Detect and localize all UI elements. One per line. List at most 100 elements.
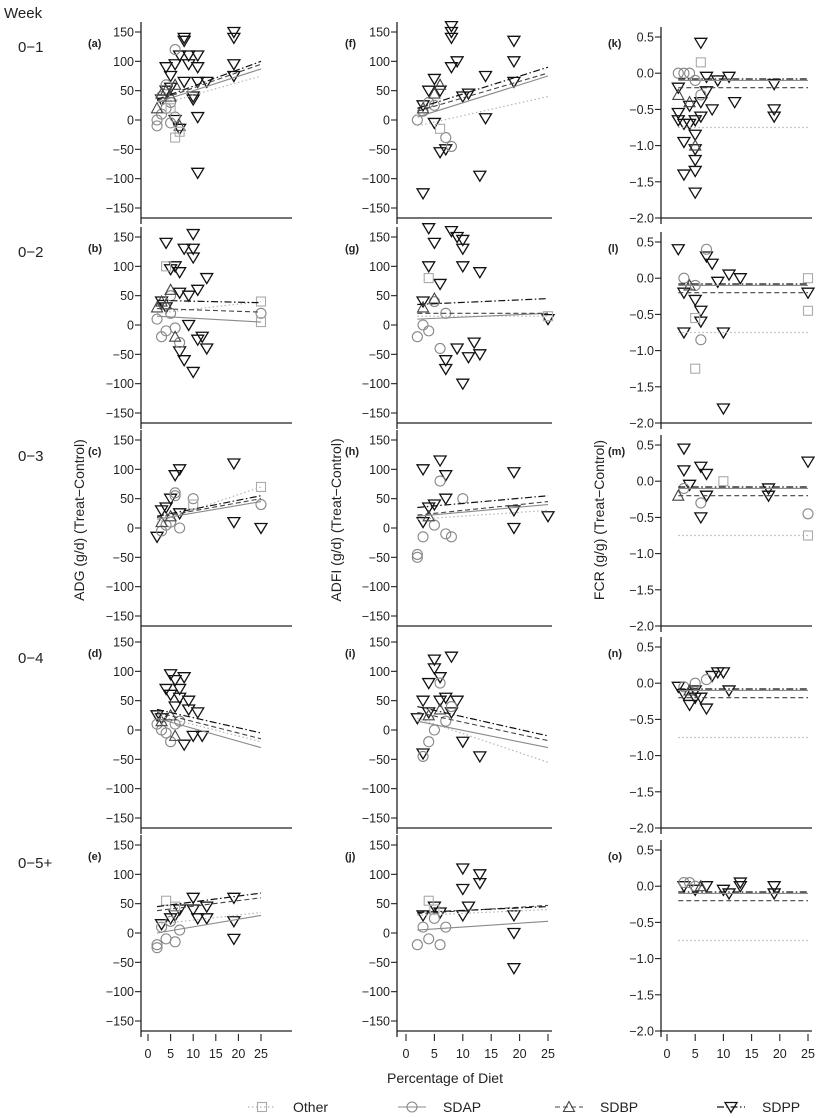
data-point-sdpp bbox=[427, 117, 442, 130]
y-tick-label: −150 bbox=[362, 407, 390, 421]
data-point-sdbp bbox=[155, 515, 168, 528]
panel-label: (a) bbox=[88, 38, 102, 50]
data-point-sdpp bbox=[676, 465, 692, 478]
data-point-sdap bbox=[160, 933, 172, 945]
data-point-sdpp bbox=[506, 927, 522, 940]
data-point-sdpp bbox=[432, 695, 448, 708]
panel-label: (n) bbox=[608, 648, 622, 660]
x-tick-label: 10 bbox=[456, 1047, 470, 1061]
regression-line-sdbp bbox=[156, 711, 262, 740]
data-point-sdap bbox=[151, 313, 163, 325]
data-point-sdpp bbox=[682, 118, 697, 131]
data-point-sdbp bbox=[433, 702, 447, 715]
y-tick-label: 0.5 bbox=[637, 439, 654, 453]
x-tick-label: 0 bbox=[664, 1047, 671, 1061]
data-point-sdpp bbox=[432, 278, 448, 291]
data-point-sdpp bbox=[438, 493, 453, 506]
y-tick-label: −150 bbox=[106, 610, 134, 624]
regression-line-sdap bbox=[156, 68, 262, 103]
x-tick-label: 25 bbox=[254, 1047, 268, 1061]
regression-line-sdap bbox=[156, 501, 262, 520]
regression-line-sdpp bbox=[156, 60, 262, 101]
data-point-sdpp bbox=[190, 167, 205, 180]
data-point-sdpp bbox=[693, 97, 708, 109]
y-tick-label: 0.0 bbox=[637, 475, 654, 489]
y-tick-label: 0 bbox=[383, 927, 390, 941]
data-point-sdpp bbox=[688, 294, 703, 307]
data-point-sdap bbox=[151, 942, 163, 954]
data-point-sdpp bbox=[186, 94, 201, 107]
y-tick-label: 100 bbox=[113, 665, 134, 679]
data-point-sdap bbox=[689, 880, 701, 892]
data-point-sdpp bbox=[671, 681, 686, 694]
row-label-week: 0−1 bbox=[18, 39, 43, 56]
data-point-sdpp bbox=[676, 169, 692, 182]
regression-line-other bbox=[417, 908, 549, 916]
data-point-sdbp bbox=[150, 101, 164, 114]
data-point-other bbox=[255, 481, 267, 492]
regression-line-sdpp bbox=[417, 66, 549, 109]
y-tick-label: −50 bbox=[113, 348, 134, 362]
data-point-sdpp bbox=[427, 499, 442, 512]
data-point-sdpp bbox=[226, 516, 242, 529]
data-point-sdpp bbox=[181, 290, 196, 303]
data-point-sdpp bbox=[716, 667, 731, 680]
data-point-sdpp bbox=[415, 296, 431, 309]
data-point-sdpp bbox=[540, 511, 556, 524]
row-label-week: 0−5+ bbox=[18, 855, 52, 872]
y-tick-label: 50 bbox=[376, 289, 390, 303]
panel-label: (l) bbox=[608, 243, 619, 255]
data-point-sdpp bbox=[800, 287, 816, 300]
data-point-sdpp bbox=[177, 76, 192, 89]
x-tick-label: 5 bbox=[431, 1047, 438, 1061]
regression-line-sdpp bbox=[157, 299, 262, 304]
y-tick-label: 150 bbox=[369, 231, 390, 245]
regression-line-other bbox=[156, 714, 262, 743]
y-tick-label: 100 bbox=[369, 463, 390, 477]
data-point-sdbp bbox=[427, 291, 441, 304]
data-point-sdpp bbox=[199, 901, 214, 914]
x-axis-title: Percentage of Diet bbox=[387, 1070, 503, 1086]
data-point-sdpp bbox=[699, 251, 714, 264]
data-point-sdpp bbox=[226, 59, 242, 72]
panel-label: (i) bbox=[345, 648, 356, 660]
data-point-sdap bbox=[440, 715, 452, 727]
data-point-sdbp bbox=[433, 78, 447, 90]
y-tick-label: 50 bbox=[120, 694, 134, 708]
data-point-sdpp bbox=[226, 32, 242, 45]
data-point-sdpp bbox=[421, 707, 436, 720]
regression-line-sdbp bbox=[417, 501, 549, 516]
data-point-sdap bbox=[700, 674, 713, 686]
data-point-sdpp bbox=[226, 892, 242, 905]
panel-label: (b) bbox=[88, 243, 102, 255]
data-point-sdpp bbox=[190, 62, 205, 74]
x-tick-label: 10 bbox=[716, 1047, 730, 1061]
panel-label: (k) bbox=[608, 38, 622, 50]
data-point-sdpp bbox=[676, 136, 692, 149]
data-point-sdpp bbox=[472, 869, 487, 882]
y-tick-label: 150 bbox=[369, 636, 390, 650]
data-point-sdpp bbox=[455, 736, 470, 749]
data-point-other bbox=[695, 57, 706, 68]
data-point-sdbp bbox=[150, 300, 164, 313]
data-point-sdap bbox=[174, 522, 186, 534]
data-point-sdap bbox=[695, 334, 707, 346]
y-tick-label: 150 bbox=[369, 434, 390, 448]
data-point-sdap bbox=[423, 736, 435, 748]
regression-line-sdbp bbox=[156, 63, 262, 102]
data-point-sdpp bbox=[710, 276, 725, 289]
data-point-sdpp bbox=[415, 748, 431, 761]
data-point-sdap bbox=[428, 912, 440, 924]
data-point-sdpp bbox=[158, 237, 174, 250]
data-point-sdpp bbox=[186, 904, 201, 917]
y-tick-label: −50 bbox=[113, 753, 134, 767]
data-point-other bbox=[542, 311, 554, 322]
y-tick-label: −1.0 bbox=[629, 749, 654, 763]
data-point-sdpp bbox=[721, 71, 737, 84]
y-tick-label: 100 bbox=[113, 55, 134, 69]
panel-label: (j) bbox=[345, 851, 356, 863]
y-tick-label: 0.0 bbox=[637, 677, 654, 691]
regression-line-sdap bbox=[417, 503, 549, 517]
data-point-sdap bbox=[169, 490, 181, 502]
y-tick-label: −1.5 bbox=[629, 175, 654, 189]
